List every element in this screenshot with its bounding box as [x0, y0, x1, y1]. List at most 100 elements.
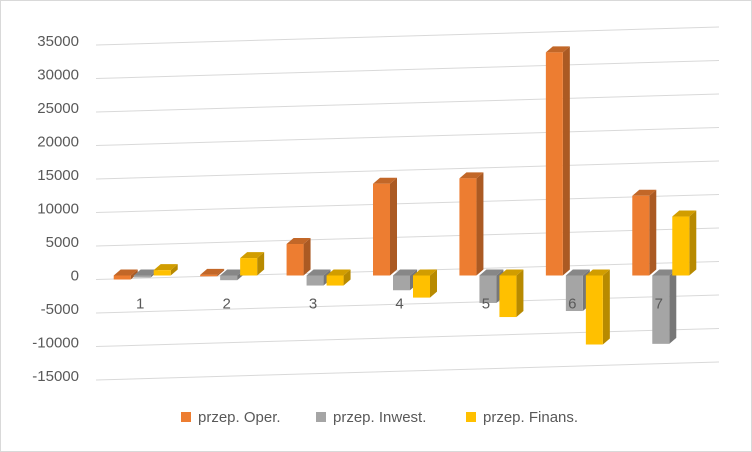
x-tick-label: 7 [655, 296, 663, 313]
gridline [95, 194, 720, 213]
bar-top [240, 252, 265, 259]
bar-oper-5 [459, 172, 484, 276]
legend-label: przep. Finans. [483, 409, 578, 426]
y-tick-label: 25000 [37, 100, 79, 117]
bar-front [459, 178, 477, 276]
bar-front [479, 275, 497, 303]
legend-label: przep. Inwest. [333, 409, 426, 426]
bar-side [602, 269, 610, 345]
y-tick-label: 15000 [37, 167, 79, 184]
bar-top [565, 269, 590, 276]
bar-front [306, 275, 324, 286]
bar-front [153, 270, 171, 276]
gridline [95, 294, 720, 314]
x-tick-label: 6 [568, 296, 576, 313]
bar-side [303, 238, 311, 276]
legend-item: przep. Inwest. [316, 409, 426, 426]
bar-top [133, 269, 158, 276]
bar-front [499, 275, 517, 318]
bars [113, 46, 697, 345]
bar-side [476, 172, 484, 276]
bar-top [652, 269, 677, 276]
bar-front [286, 244, 304, 276]
bar-finans-5 [499, 269, 524, 318]
bar-front [220, 275, 238, 281]
bar-side [689, 210, 697, 276]
bar-top [220, 269, 245, 276]
gridlines [95, 26, 720, 381]
y-axis-ticks: 35000 30000 25000 20000 15000 10000 5000 0 -5000… [32, 33, 79, 385]
gridline [95, 127, 720, 146]
bar-front [413, 275, 430, 298]
bar-front [545, 52, 563, 276]
bar-finans-7 [672, 210, 697, 276]
bar-oper-7 [632, 189, 657, 276]
y-tick-label: 5000 [46, 234, 79, 251]
x-tick-label: 5 [482, 296, 490, 313]
gridline [95, 227, 720, 247]
y-tick-label: 10000 [37, 201, 79, 218]
y-tick-label: -15000 [32, 368, 79, 385]
bar-side [649, 189, 657, 276]
y-tick-label: 30000 [37, 67, 79, 84]
bar-oper-2 [200, 268, 225, 277]
bar-oper-6 [545, 46, 570, 276]
gridline [95, 60, 720, 79]
legend-label: przep. Oper. [198, 409, 281, 426]
x-axis-ticks: 1 2 3 4 5 6 7 [136, 296, 663, 313]
bar-front [113, 275, 131, 280]
bar-side [130, 269, 138, 280]
bar-front [393, 275, 410, 291]
gridline [95, 160, 720, 180]
bar-finans-3 [326, 269, 351, 286]
bar-front [373, 183, 390, 276]
x-tick-label: 3 [309, 296, 317, 313]
legend-swatch [181, 412, 191, 422]
bar-top [632, 189, 657, 196]
bar-top [393, 269, 417, 276]
x-tick-label: 1 [136, 296, 144, 313]
bar-side [257, 252, 265, 276]
y-tick-label: -5000 [41, 301, 79, 318]
bar-finans-1 [153, 264, 178, 276]
bar-finans-2 [240, 252, 265, 276]
bar-top [585, 269, 610, 276]
gridline [95, 26, 720, 46]
bar-top [672, 210, 697, 217]
legend-swatch [316, 412, 326, 422]
bar-side [170, 264, 178, 276]
y-tick-label: -10000 [32, 335, 79, 352]
y-tick-label: 0 [71, 268, 79, 285]
bar-top [113, 269, 138, 276]
bar-front [326, 275, 344, 286]
gridline [95, 93, 720, 113]
bar-top [479, 269, 504, 276]
legend-swatch [466, 412, 476, 422]
bar-side [562, 46, 570, 276]
bar-top [459, 172, 484, 179]
bar-front [200, 274, 218, 277]
y-tick-label: 35000 [37, 33, 79, 50]
bar-front [133, 275, 151, 278]
bar-side [430, 269, 437, 298]
legend-item: przep. Finans. [466, 409, 578, 426]
bar-top [413, 269, 437, 276]
bar-oper-3 [286, 238, 311, 276]
bar-finans-6 [585, 269, 610, 345]
bar-top [153, 264, 178, 271]
bar-top [499, 269, 524, 276]
bar-top [286, 238, 311, 245]
y-tick-label: 20000 [37, 134, 79, 151]
bar-top [306, 269, 331, 276]
bar-side [516, 269, 524, 318]
bar-finans-4 [413, 269, 437, 298]
bar-side [343, 269, 351, 286]
bar-top [326, 269, 351, 276]
bar-side [669, 269, 677, 344]
bar-top [373, 177, 397, 184]
bar-top [545, 46, 570, 53]
bar-front [652, 275, 670, 344]
bar-front [632, 195, 650, 276]
